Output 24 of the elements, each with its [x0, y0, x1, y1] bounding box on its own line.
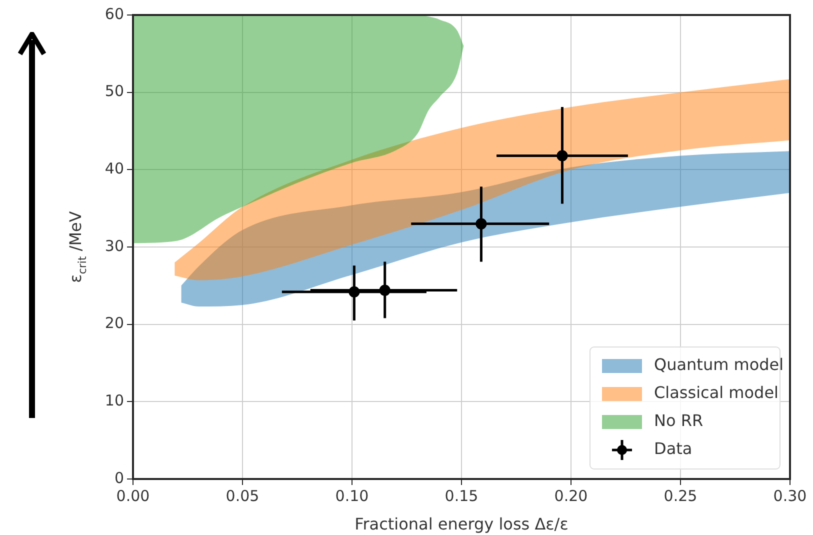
y-tick-label: 50 [104, 82, 124, 100]
point [476, 218, 487, 230]
point [556, 150, 568, 162]
point [348, 286, 360, 298]
y-tick-label: 40 [104, 160, 124, 178]
y-tick-label: 20 [104, 314, 124, 332]
y-tick-label: 30 [104, 236, 124, 255]
legend-label: Quantum model [654, 355, 784, 374]
y-tick-label: 60 [104, 4, 124, 23]
y-tick-label: 10 [104, 392, 124, 410]
y-axis-title: εcrit /MeV [66, 211, 89, 283]
legend-label: Data [654, 439, 692, 458]
x-tick-label: 0.30 [773, 486, 807, 505]
x-axis-title: Fractional energy loss Δε/ε [354, 514, 568, 534]
point [379, 284, 390, 296]
x-tick-label: 0.05 [226, 486, 260, 505]
x-tick-label: 0.25 [664, 486, 698, 505]
legend-label: No RR [654, 411, 704, 430]
x-tick-label: 0.00 [116, 486, 150, 505]
x-tick-label: 0.15 [444, 486, 478, 505]
legend-label: Classical model [654, 383, 778, 402]
x-tick-label: 0.10 [335, 486, 369, 505]
x-tick-label: 0.20 [554, 486, 588, 505]
y-tick-label: 0 [114, 468, 124, 487]
